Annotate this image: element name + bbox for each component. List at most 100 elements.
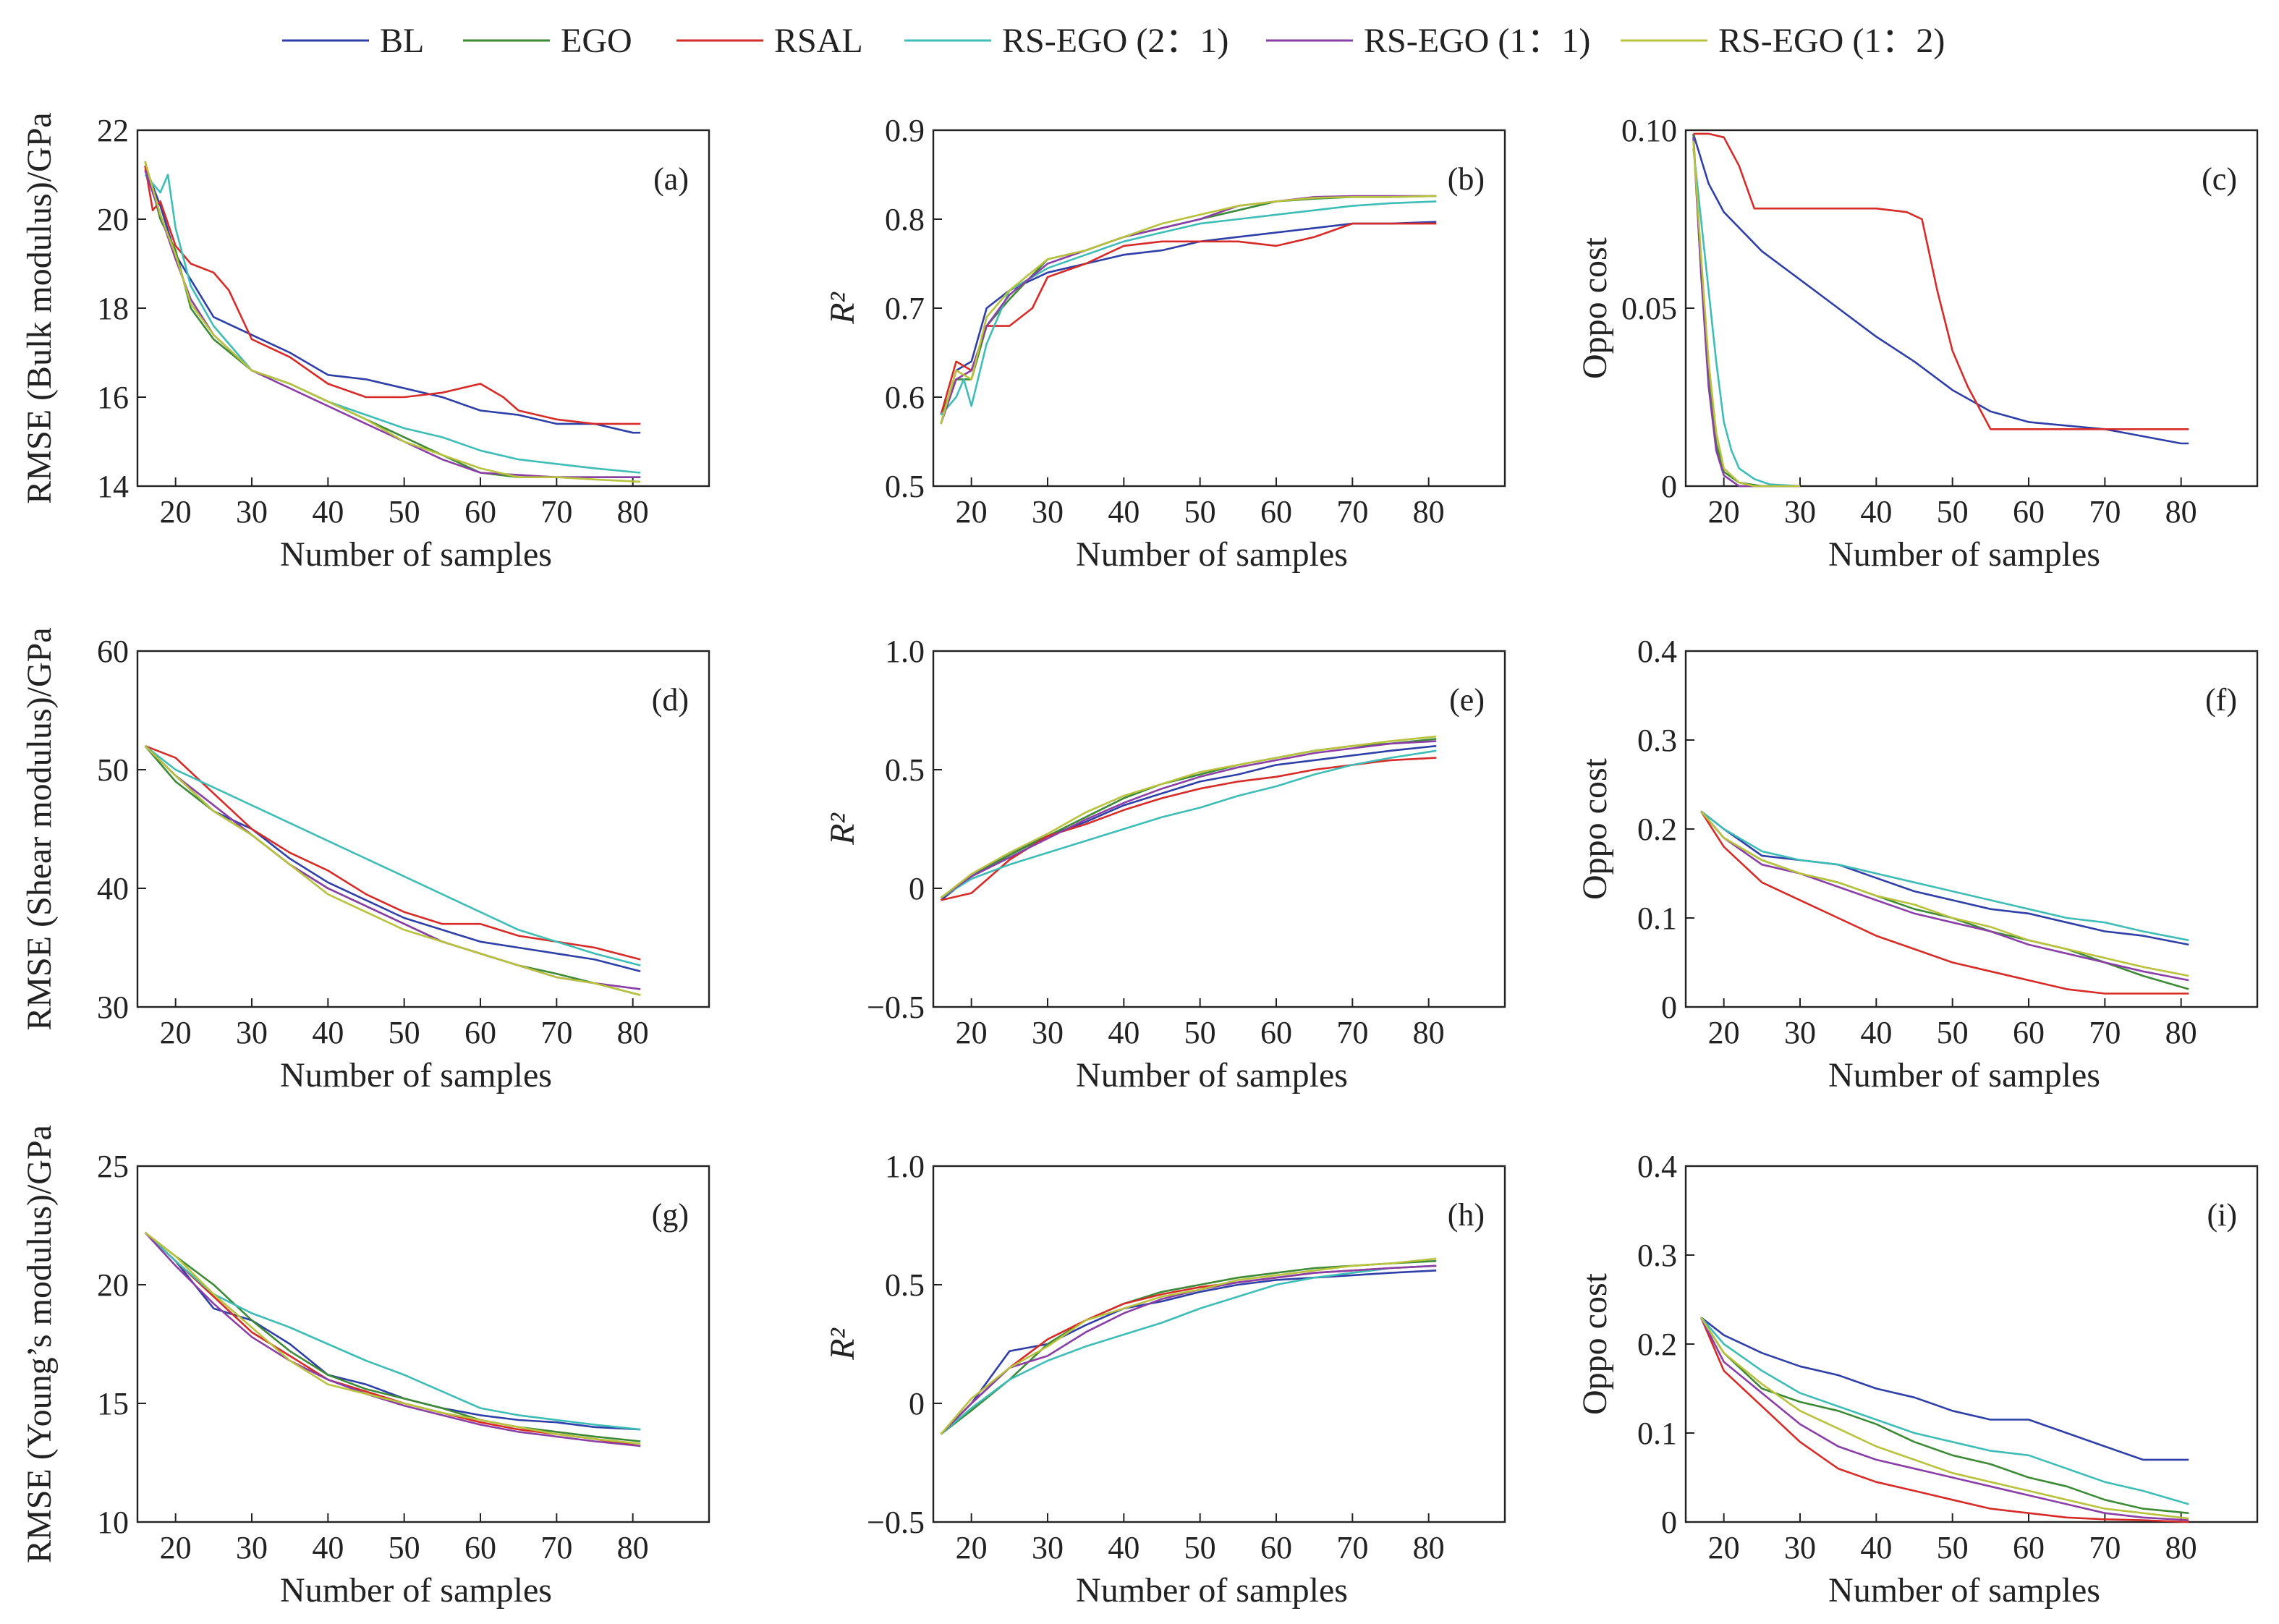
- plot-frame: [932, 129, 1506, 488]
- x-axis-label: Number of samples: [1828, 535, 2100, 574]
- x-axis-label: Number of samples: [1076, 535, 1348, 574]
- y-axis-label: RMSE (Shear modulus)/GPa: [20, 627, 59, 1030]
- chart-panel-a: 20 30 40 50 60 70 80 14 16 18 20 22 Number of sample…: [20, 112, 710, 574]
- y-axis-label: Oppo cost: [1576, 757, 1614, 900]
- plot-frame: [1684, 1165, 2259, 1523]
- series-line-bl: [144, 165, 641, 434]
- x-tick-label: 20: [1708, 494, 1740, 530]
- legend-label: RSAL: [774, 22, 863, 60]
- series-line-rs-ego-1-2: [940, 195, 1437, 425]
- x-tick-label: 50: [1184, 1530, 1216, 1565]
- x-tick-label: 60: [2013, 1015, 2045, 1050]
- series-line-bl: [1692, 133, 2189, 445]
- plot-frame: [932, 650, 1506, 1008]
- y-tick-label: −0.5: [867, 990, 925, 1025]
- y-tick-label: 40: [97, 871, 129, 906]
- panel-tag: (b): [1448, 161, 1485, 197]
- x-tick-label: 40: [1860, 1530, 1892, 1565]
- x-axis-label: Number of samples: [280, 1571, 552, 1610]
- panel-tag: (f): [2205, 682, 2237, 718]
- series-line-rs-ego-1-2: [1700, 810, 2189, 977]
- legend-item-rs-ego-2-1: RS-EGO (2：1): [904, 22, 1228, 60]
- y-axis-label: RMSE (Young’s modulus)/GPa: [20, 1125, 59, 1563]
- x-tick-label: 70: [1336, 1530, 1368, 1565]
- y-tick-label: 0.4: [1637, 634, 1677, 669]
- x-tick-label: 20: [956, 1530, 988, 1565]
- series-line-rs-ego-1-1: [1692, 137, 1800, 488]
- x-tick-label: 30: [236, 1015, 268, 1050]
- y-tick-label: 0.2: [1637, 1327, 1677, 1362]
- y-tick-label: 0.10: [1621, 113, 1677, 148]
- series-line-rs-ego-2-1: [1700, 1317, 2189, 1505]
- plot-frame: [1684, 650, 2259, 1008]
- chart-panel-g: 20 30 40 50 60 70 80 10 15 20 25 Number of samples R…: [20, 1125, 710, 1610]
- x-tick-label: 70: [540, 494, 572, 530]
- series-line-rs-ego-1-1: [144, 745, 641, 990]
- x-axis-label: Number of samples: [1076, 1571, 1348, 1610]
- x-tick-label: 30: [1784, 1015, 1816, 1050]
- legend-item-rsal: RSAL: [676, 22, 863, 60]
- y-tick-label: 1.0: [885, 1149, 925, 1184]
- y-tick-label: 0.1: [1637, 1416, 1677, 1451]
- x-tick-label: 80: [2165, 1015, 2197, 1050]
- x-tick-label: 20: [956, 494, 988, 530]
- chart-panel-h: 20 30 40 50 60 70 80 −0.5 0 0.5 1.0 Number of sampl…: [823, 1149, 1506, 1610]
- y-tick-label: 0.6: [885, 380, 925, 415]
- series-line-ego: [1700, 810, 2189, 990]
- y-tick-label: 0.3: [1637, 723, 1677, 758]
- series-line-rs-ego-1-1: [940, 1264, 1437, 1435]
- series-line-rs-ego-1-2: [940, 735, 1437, 899]
- plot-frame: [136, 1165, 710, 1523]
- y-tick-label: −0.5: [867, 1505, 925, 1540]
- x-tick-label: 40: [312, 494, 344, 530]
- x-tick-label: 60: [1260, 1015, 1292, 1050]
- legend-item-rs-ego-1-1: RS-EGO (1：1): [1266, 22, 1590, 60]
- x-tick-label: 70: [2089, 1530, 2121, 1565]
- x-tick-label: 60: [464, 494, 496, 530]
- chart-panel-b: 20 30 40 50 60 70 80 0.5 0.6 0.7 0.8 0.9 Number of s…: [823, 113, 1506, 574]
- x-tick-label: 80: [617, 1015, 649, 1050]
- panel-tag: (e): [1449, 682, 1485, 718]
- series-line-rs-ego-2-1: [940, 749, 1437, 899]
- series-line-rsal: [940, 222, 1437, 415]
- x-tick-label: 60: [464, 1530, 496, 1565]
- x-tick-label: 40: [312, 1015, 344, 1050]
- series-line-rsal: [941, 757, 1437, 901]
- x-tick-label: 70: [540, 1530, 572, 1565]
- chart-panel-i: 20 30 40 50 60 70 80 0 0.1 0.2 0.3 0.4 Number of sam…: [1576, 1149, 2259, 1610]
- x-tick-label: 50: [389, 1015, 420, 1050]
- series-line-rsal: [145, 744, 641, 961]
- y-tick-label: 20: [97, 1267, 129, 1303]
- x-axis-label: Number of samples: [280, 1056, 552, 1094]
- x-tick-label: 30: [1784, 1530, 1816, 1565]
- x-axis-label: Number of samples: [1828, 1571, 2100, 1610]
- panels: 20 30 40 50 60 70 80 14 16 18 20 22 Number of sample…: [20, 112, 2259, 1610]
- x-tick-label: 70: [2089, 1015, 2121, 1050]
- x-tick-label: 50: [1937, 1530, 1969, 1565]
- series-line-rs-ego-1-2: [1700, 1317, 2189, 1520]
- y-tick-label: 15: [97, 1386, 129, 1421]
- plot-frame: [136, 650, 710, 1008]
- chart-panel-e: 20 30 40 50 60 70 80 −0.5 0 0.5 1.0 Number of sampl…: [823, 634, 1506, 1094]
- series-line-ego: [144, 1231, 641, 1442]
- x-tick-label: 60: [1260, 494, 1292, 530]
- series-line-bl: [940, 1270, 1437, 1435]
- x-tick-label: 20: [160, 494, 192, 530]
- x-tick-label: 80: [617, 494, 649, 530]
- x-tick-label: 50: [389, 1530, 420, 1565]
- y-tick-label: 14: [97, 469, 129, 504]
- series-line-rs-ego-1-2: [144, 1231, 641, 1445]
- series-line-rsal: [144, 165, 641, 425]
- x-tick-label: 40: [1108, 1530, 1140, 1565]
- plot-frame: [1684, 129, 2259, 488]
- y-tick-label: 0.5: [885, 752, 925, 788]
- panel-tag: (g): [652, 1197, 689, 1233]
- x-tick-label: 50: [1937, 494, 1969, 530]
- y-axis-label: Oppo cost: [1576, 1272, 1614, 1415]
- panel-tag: (c): [2202, 161, 2237, 197]
- x-tick-label: 30: [1032, 1015, 1064, 1050]
- x-tick-label: 30: [1032, 1530, 1064, 1565]
- chart-panel-c: 20 30 40 50 60 70 80 0 0.05 0.10 Number of samples…: [1576, 113, 2259, 574]
- x-tick-label: 30: [236, 1530, 268, 1565]
- series-line-rsal: [1700, 810, 2189, 995]
